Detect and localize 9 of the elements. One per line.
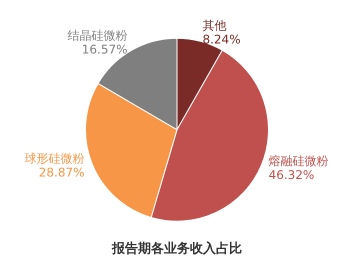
data-label: 8.24%	[202, 32, 241, 47]
slice-label: 其他	[202, 18, 226, 33]
data-label: 28.87%	[38, 165, 84, 180]
slice-label: 熔融硅微粉	[268, 154, 329, 168]
data-label: 16.57%	[82, 42, 128, 57]
slice-label: 结晶硅微粉	[68, 28, 128, 43]
text: 报告期各业务收入占比	[111, 240, 242, 257]
slice-label: 球形硅微粉	[24, 151, 84, 166]
data-label: 46.32%	[268, 168, 314, 182]
